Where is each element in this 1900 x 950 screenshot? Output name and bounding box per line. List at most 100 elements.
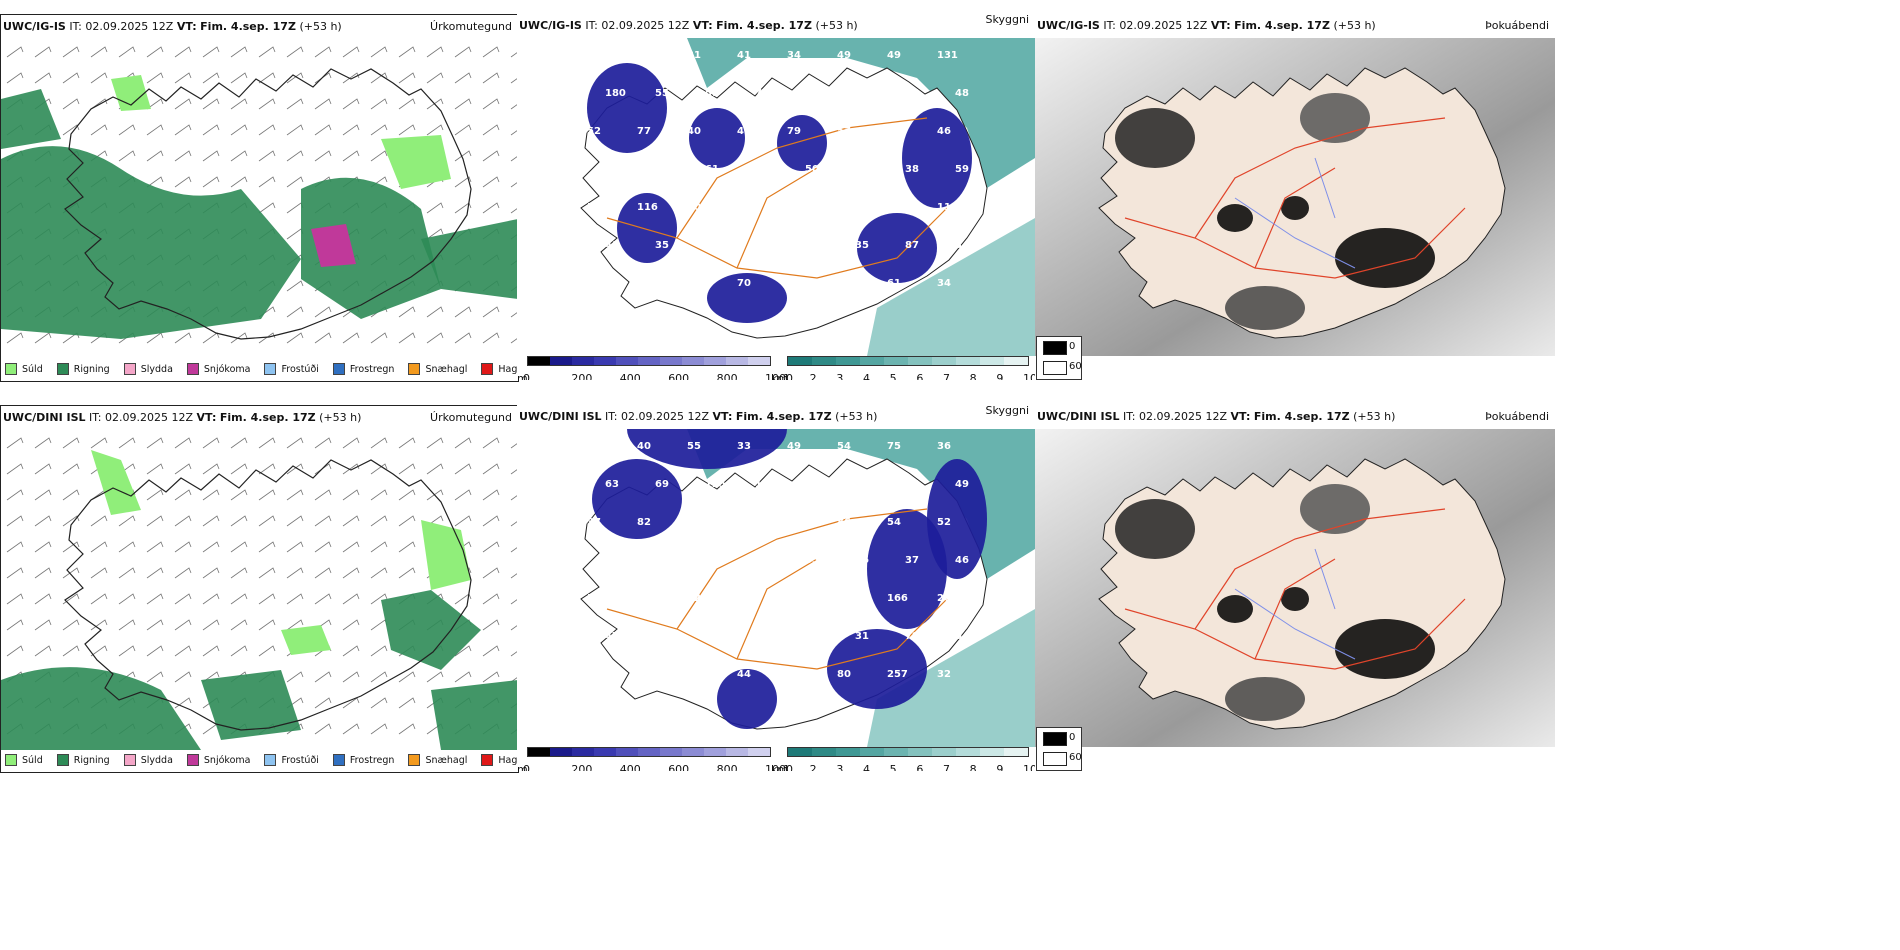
wind-barb	[90, 645, 108, 657]
fog-area	[1225, 677, 1305, 721]
colorbar-segment	[980, 357, 1004, 365]
wind-barb	[34, 332, 52, 344]
wind-barb	[230, 98, 248, 110]
wind-barb	[454, 515, 472, 527]
wind-barb	[6, 46, 24, 58]
wind-barb	[62, 619, 80, 631]
wind-barb	[286, 541, 304, 553]
wind-barb	[258, 567, 276, 579]
wind-barb	[286, 593, 304, 605]
wind-barb	[314, 98, 332, 110]
wind-barb	[258, 619, 276, 631]
colorbar-segment	[748, 357, 770, 365]
wind-barb	[174, 593, 192, 605]
vt-label: VT:	[712, 410, 733, 423]
wind-barb	[146, 515, 164, 527]
fog-area	[1281, 587, 1309, 611]
legend-item: Haglél	[481, 363, 518, 375]
fog-area	[1217, 204, 1253, 232]
cloudbase-value-label: 52	[587, 126, 601, 137]
panel-title: Úrkomutegund	[430, 411, 512, 424]
colorbar-segment	[550, 748, 572, 756]
legend-label: Haglél	[498, 754, 518, 766]
wind-barb	[174, 619, 192, 631]
low-visibility-sea	[867, 609, 1035, 747]
coastline	[64, 68, 472, 340]
colorbar-tick-label: 8	[969, 372, 977, 380]
wind-barb	[342, 332, 360, 344]
lead-time: (+53 h)	[1333, 19, 1376, 32]
visibility-map: 60 40 55 33 49 54 75 36 63 69 125 146 122 112 45 49 37 82…	[580, 429, 1035, 747]
cloudbase-value-label: 55	[687, 441, 701, 452]
wind-barb	[258, 645, 276, 657]
wind-barb	[286, 515, 304, 527]
drizzle-area	[421, 520, 471, 590]
wind-barb	[342, 98, 360, 110]
legend-label: Frostúði	[281, 363, 319, 375]
wind-barb	[482, 72, 500, 84]
colorbar-tick-label: 1	[783, 372, 790, 380]
colorbar-segment	[660, 748, 682, 756]
wind-barb	[454, 489, 472, 501]
wind-barb	[454, 332, 472, 344]
wind-barb	[510, 468, 518, 475]
legend-label: Snæhagl	[425, 363, 468, 375]
wind-barb	[230, 567, 248, 579]
low-visibility-sea	[687, 38, 1035, 188]
wind-barb	[398, 567, 416, 579]
wind-barb	[146, 98, 164, 110]
wind-barb	[454, 72, 472, 84]
cloudbase-value-label: 61	[887, 278, 901, 289]
wind-barb	[34, 46, 52, 58]
wind-barb	[202, 72, 220, 84]
wind-barb	[258, 515, 276, 527]
panel-title: Úrkomutegund	[430, 20, 512, 33]
cloudbase-value-label: 146	[755, 479, 776, 490]
colorbar-tick-label: 10	[1023, 372, 1035, 380]
colorbar-strip	[787, 747, 1029, 757]
legend-swatch	[408, 754, 421, 766]
wind-barb	[146, 46, 164, 58]
wind-barb	[230, 489, 248, 501]
wind-barb	[510, 442, 518, 449]
wind-barb	[370, 619, 388, 631]
legend-swatch	[264, 754, 277, 766]
wind-barb	[398, 437, 416, 449]
fog-panel-row1: UWC/IG-IS IT: 02.09.2025 12Z VT: Fim. 4.…	[1035, 14, 1555, 380]
cloudbase-value-label: 40	[637, 441, 651, 452]
low-cloudbase-area	[867, 509, 947, 629]
wind-barb	[510, 598, 518, 605]
wind-barb	[314, 593, 332, 605]
legend-item: Súld	[5, 754, 43, 766]
cloudbase-value-label: 38	[905, 164, 919, 175]
fog-legend: 0 60	[1036, 336, 1082, 380]
wind-barb	[314, 541, 332, 553]
legend-item: Rigning	[56, 363, 110, 375]
precip-map	[1, 46, 518, 344]
colorbar-unit: m	[517, 372, 528, 380]
wind-barb	[510, 129, 518, 136]
cloudbase-value-label: 261	[937, 593, 958, 604]
drizzle-area	[91, 450, 141, 515]
legend-item: Slydda	[123, 363, 173, 375]
it-value: 02.09.2025 12Z	[1119, 19, 1208, 32]
legend-swatch	[481, 363, 494, 375]
colorbar-tick-label: 1000	[765, 763, 793, 771]
wind-barb	[286, 228, 304, 240]
low-cloudbase-area	[777, 115, 827, 171]
wind-barb	[482, 567, 500, 579]
drizzle-area	[111, 75, 151, 111]
precip-map	[1, 437, 518, 750]
cloudbase-value-label: 57	[587, 593, 601, 604]
wind-barb	[314, 671, 332, 683]
wind-barb	[90, 72, 108, 84]
wind-barb	[62, 124, 80, 136]
wind-barb	[62, 98, 80, 110]
wind-barb	[426, 306, 444, 318]
wind-barb	[174, 567, 192, 579]
cloudbase-value-label: 49	[887, 50, 901, 61]
legend-item: Snæhagl	[408, 363, 467, 375]
colorbar-segment	[682, 357, 704, 365]
wind-barb	[398, 515, 416, 527]
legend-item: Frostregn	[332, 363, 394, 375]
